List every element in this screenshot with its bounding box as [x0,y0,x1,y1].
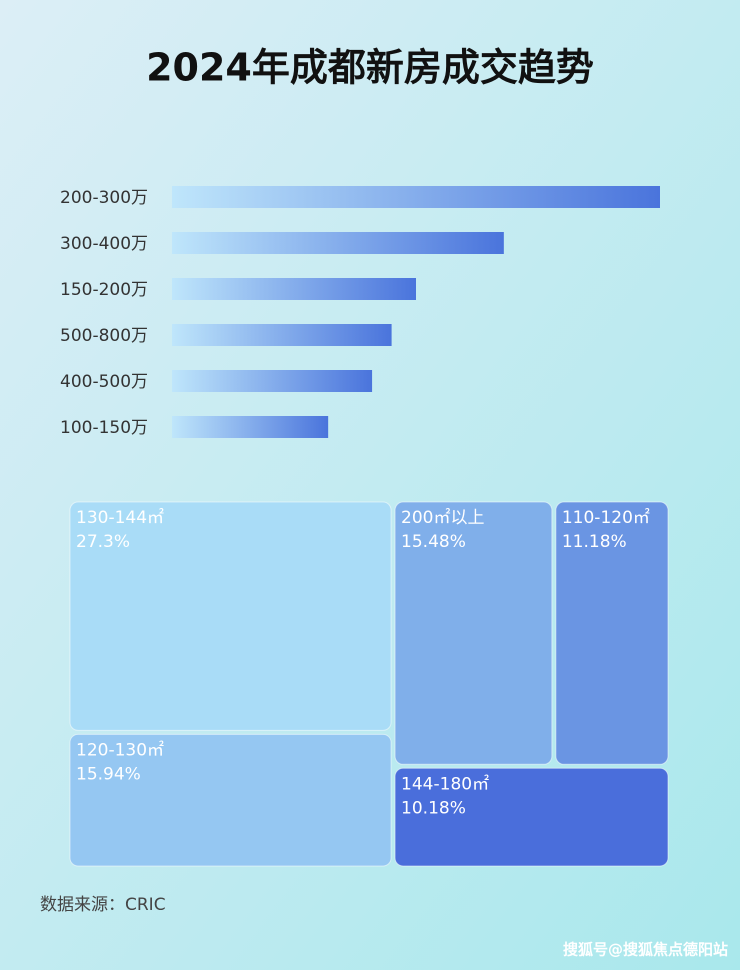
cell-value-label: 27.3% [76,532,130,552]
y-tick-label: 100-150万 [60,418,148,438]
treemap-cell [69,501,392,731]
y-tick-label: 400-500万 [60,372,148,392]
page-title: 2024年成都新房成交趋势 [146,46,594,90]
y-tick-label: 200-300万 [60,188,148,208]
bar [172,232,504,254]
y-tick-label: 500-800万 [60,326,148,346]
cell-value-label: 11.18% [562,532,627,552]
watermark: 搜狐号@搜狐焦点德阳站 [563,941,728,959]
cell-value-label: 15.48% [401,532,466,552]
source-note: 数据来源：CRIC [40,895,166,915]
cell-value-label: 10.18% [401,798,466,818]
bar [172,370,373,392]
cell-label: 110-120㎡ [562,508,650,528]
bar [172,186,660,208]
cell-label: 144-180㎡ [401,774,489,794]
cell-label: 130-144㎡ [76,508,164,528]
y-tick-label: 150-200万 [60,280,148,300]
treemap-cell [555,501,669,765]
bar [172,324,392,346]
bar [172,416,329,438]
treemap-cell [69,733,392,867]
y-tick-label: 300-400万 [60,234,148,254]
bar [172,278,416,300]
cell-label: 200㎡以上 [401,508,484,528]
cell-value-label: 15.94% [76,764,141,784]
cell-label: 120-130㎡ [76,740,164,760]
treemap-cell [394,501,553,765]
treemap-cell [394,767,669,867]
